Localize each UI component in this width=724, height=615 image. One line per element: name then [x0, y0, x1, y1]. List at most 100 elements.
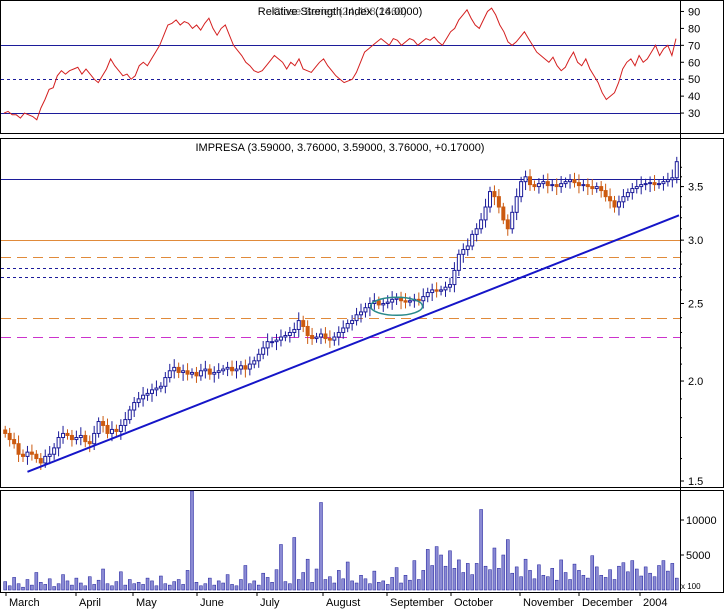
volume-bar — [608, 569, 612, 591]
volume-bar — [92, 584, 96, 591]
candle-body — [287, 331, 292, 337]
candle — [452, 262, 457, 293]
candle-body — [247, 363, 252, 370]
volume-bar — [670, 563, 675, 591]
candle — [665, 172, 670, 187]
candle-body — [74, 437, 79, 441]
candle — [234, 360, 239, 379]
candle — [568, 174, 573, 189]
volume-bar — [537, 564, 541, 591]
candle-body — [21, 453, 26, 457]
candle-body — [501, 206, 506, 221]
candle — [470, 230, 475, 251]
volume-bar — [305, 558, 310, 591]
volume-bar — [586, 577, 590, 591]
volume-bar — [79, 582, 83, 591]
candle-body — [310, 335, 315, 340]
candle-body — [323, 333, 328, 340]
candle-body — [332, 336, 337, 341]
volume-bar — [141, 584, 145, 591]
candle-body — [158, 385, 163, 389]
volume-bar — [385, 584, 390, 591]
candle — [261, 341, 266, 360]
candle-body — [16, 443, 21, 455]
candle-body — [296, 320, 301, 330]
price-tick-label-4: 3.5 — [688, 182, 703, 194]
candle-body — [585, 184, 590, 188]
volume-bar — [297, 579, 301, 591]
candle-body — [123, 419, 128, 426]
candle — [314, 332, 319, 343]
candle-body — [590, 186, 595, 190]
candle-body — [141, 394, 146, 400]
volume-bar — [221, 582, 225, 591]
volume-bar — [368, 583, 372, 591]
volume-bar — [421, 570, 426, 591]
candle-body — [572, 179, 577, 184]
volume-bar — [21, 586, 25, 591]
candle-body — [212, 371, 217, 375]
candle-body — [465, 245, 470, 251]
candle-body — [394, 297, 399, 300]
candle — [456, 249, 461, 276]
x-label-6: September — [390, 597, 444, 609]
candle-body — [545, 181, 550, 187]
candle — [34, 450, 39, 463]
candle — [421, 288, 426, 309]
candle — [29, 444, 34, 461]
candle-body — [452, 269, 457, 286]
candle-body — [563, 181, 568, 185]
candle-body — [470, 233, 475, 247]
volume-bar — [288, 583, 292, 591]
volume-bar — [345, 561, 350, 591]
candle-body — [52, 447, 57, 455]
volume-bar — [70, 584, 74, 591]
candle — [350, 315, 355, 331]
x-label-7: October — [454, 597, 493, 609]
volume-bar — [528, 570, 532, 591]
candle — [625, 188, 630, 201]
candle-body — [385, 301, 390, 304]
volume-bar — [488, 569, 492, 591]
candle — [479, 213, 484, 234]
volume-bar — [96, 579, 101, 591]
volume-bar — [510, 572, 514, 591]
candle — [590, 179, 595, 195]
volume-bar — [16, 583, 21, 591]
candle — [656, 179, 661, 189]
candle — [212, 366, 217, 383]
candle-body — [34, 453, 39, 460]
volume-bar — [492, 547, 497, 591]
volume-bar — [123, 584, 128, 591]
candle — [292, 322, 297, 338]
volume-bar — [497, 568, 501, 591]
candle — [403, 293, 408, 309]
candle — [439, 285, 444, 296]
price-tick-label-2: 2.5 — [688, 298, 703, 310]
candle — [216, 363, 221, 379]
candle — [141, 386, 146, 407]
candle — [65, 429, 70, 440]
volume-bar — [101, 568, 105, 591]
candle — [247, 356, 252, 376]
volume-bar — [132, 583, 136, 591]
candle-body — [576, 182, 581, 187]
candle-body — [630, 188, 635, 194]
volume-bar — [301, 572, 305, 591]
volume-bar — [114, 581, 119, 591]
volume-bar — [337, 570, 341, 591]
candle-body — [381, 302, 386, 306]
volume-bar — [354, 582, 359, 591]
candle-body — [554, 184, 559, 188]
candle-body — [581, 184, 586, 187]
candle — [181, 364, 186, 381]
candle-body — [92, 432, 97, 445]
candle — [447, 277, 452, 293]
candle-body — [234, 368, 239, 372]
candle — [425, 287, 430, 303]
candle — [16, 435, 21, 462]
candle-body — [292, 328, 297, 333]
candle-body — [256, 353, 261, 362]
candle-body — [145, 392, 150, 396]
